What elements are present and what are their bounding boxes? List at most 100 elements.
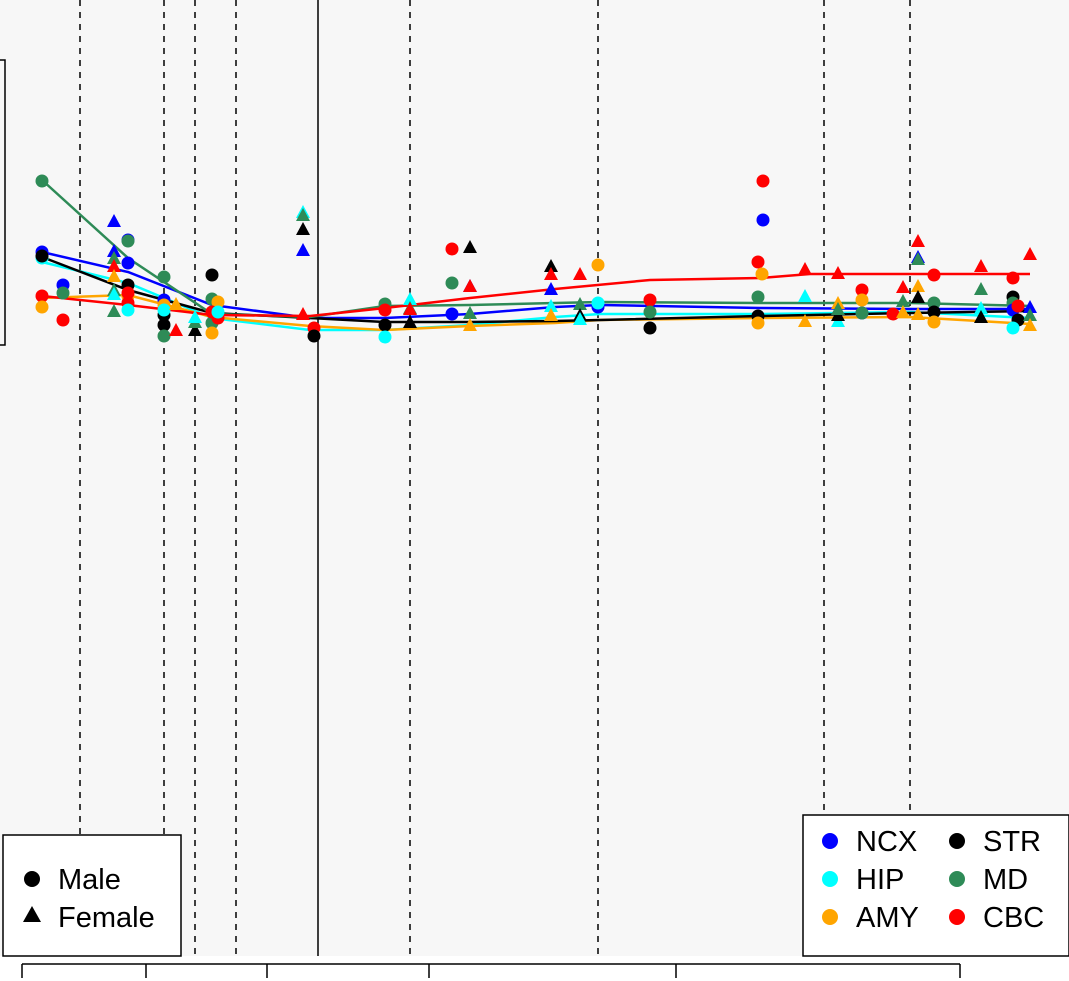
point-hip-male [211,305,225,319]
point-cbc-male [121,286,135,300]
point-md-male [855,306,869,320]
point-md-male [157,270,171,284]
point-md-male [56,286,70,300]
legend-female-label: Female [58,902,155,934]
legend-hip-label: HIP [856,864,904,896]
point-ncx-male [756,213,770,227]
point-hip-male [591,296,605,310]
point-cbc-male [756,174,770,188]
point-hip-female [798,289,812,302]
point-hip-female [188,310,202,323]
point-str-male [307,329,321,343]
point-cbc-female [896,280,910,293]
point-cbc-female [296,307,310,320]
point-amy-female [798,314,812,327]
sex-legend: Male Female [2,834,182,957]
region-legend-box [802,814,1069,957]
legend-female-symbol [23,906,41,922]
point-md-female [107,251,121,264]
point-str-female [296,222,310,235]
point-md-female [974,282,988,295]
point-str-female [911,290,925,303]
point-cbc-male [927,268,941,282]
point-hip-female [573,312,587,325]
point-cbc-male [886,307,900,321]
point-cbc-male [445,242,459,256]
point-ncx-female [107,244,121,257]
point-ncx-male [121,256,135,270]
plot-background [0,0,1069,956]
point-ncx-male [445,307,459,321]
point-ncx-female [544,282,558,295]
legend-male-symbol [24,871,40,887]
point-amy-male [751,316,765,330]
point-amy-female [911,307,925,320]
legend-ncx-label: NCX [856,826,917,858]
point-md-male [751,290,765,304]
legend-str-symbol [949,833,965,849]
trend-line-md [41,179,1031,319]
legend-amy-label: AMY [856,902,919,934]
point-amy-female [544,308,558,321]
point-md-male [643,305,657,319]
point-hip-male [157,303,171,317]
region-legend: NCX STR HIP MD AMY CBC [802,814,1069,957]
point-amy-female [1023,318,1037,331]
point-hip-male [378,330,392,344]
point-hip-female [107,287,121,300]
point-hip-female [544,299,558,312]
legend-md-label: MD [983,864,1028,896]
legend-str-label: STR [983,826,1041,858]
point-md-male [445,276,459,290]
point-ncx-female [107,214,121,227]
trend-line-cbc [41,272,1030,318]
point-hip-male [121,303,135,317]
point-md-male [927,296,941,310]
point-amy-female [911,279,925,292]
legend-amy-symbol [822,909,838,925]
legend-ncx-symbol [822,833,838,849]
legend-male-label: Male [58,864,121,896]
point-amy-male [35,300,49,314]
point-hip-female [403,292,417,305]
point-md-male [121,234,135,248]
point-str-female [403,315,417,328]
point-str-male [157,318,171,332]
point-md-female [911,252,925,265]
point-ncx-female [1023,300,1037,313]
point-amy-female [169,297,183,310]
point-str-male [205,268,219,282]
point-amy-female [463,318,477,331]
point-cbc-male [378,303,392,317]
point-md-female [831,302,845,315]
point-cbc-male [751,255,765,269]
point-amy-male [927,315,941,329]
point-str-female [974,310,988,323]
legend-cbc-symbol [949,909,965,925]
point-md-male [35,174,49,188]
point-ncx-female [296,243,310,256]
point-amy-male [211,295,225,309]
point-cbc-female [169,323,183,336]
point-md-male [157,329,171,343]
point-cbc-female [911,234,925,247]
point-cbc-male [56,313,70,327]
point-cbc-female [463,279,477,292]
point-cbc-female [1023,247,1037,260]
point-str-female [188,323,202,336]
point-hip-male [1006,321,1020,335]
legend-hip-symbol [822,871,838,887]
point-cbc-female [544,267,558,280]
point-md-female [463,306,477,319]
point-cbc-female [403,302,417,315]
point-amy-male [855,293,869,307]
divider-lines [79,0,911,956]
left-inset-box [0,59,6,346]
point-cbc-male [1011,299,1025,313]
legend-md-symbol [949,871,965,887]
point-md-female [896,294,910,307]
sex-legend-box [2,834,182,957]
point-hip-female [974,301,988,314]
point-cbc-female [974,259,988,272]
